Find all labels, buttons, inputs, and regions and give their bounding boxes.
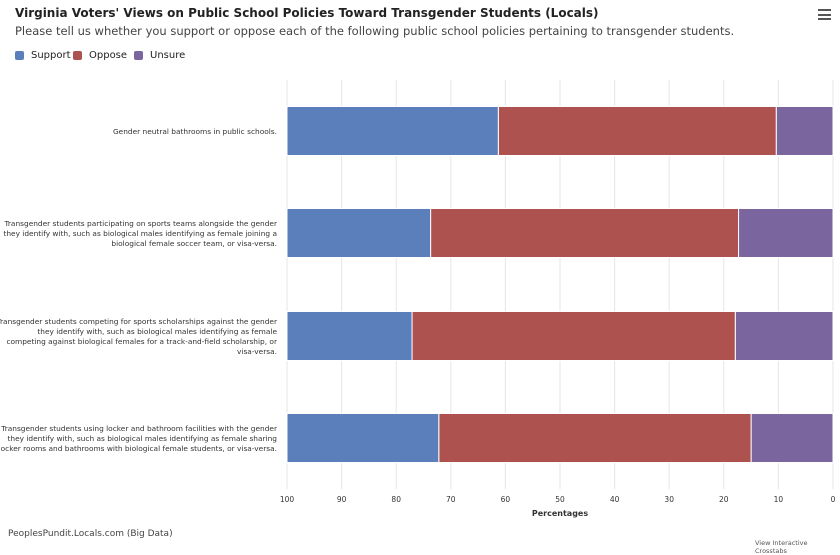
x-tick-label: 70 bbox=[446, 495, 456, 504]
legend-item-oppose[interactable]: Oppose bbox=[73, 50, 127, 61]
category-label: they identify with, such as biological m… bbox=[37, 327, 277, 336]
x-tick-label: 90 bbox=[337, 495, 347, 504]
category-label: they identify with, such as biological m… bbox=[8, 434, 278, 443]
category-label: competing against biological females for… bbox=[6, 337, 278, 346]
bar-oppose bbox=[411, 311, 736, 361]
legend-swatch-oppose bbox=[73, 51, 82, 60]
hamburger-menu-icon[interactable] bbox=[818, 9, 831, 20]
bar-oppose bbox=[430, 208, 740, 258]
bar-group bbox=[286, 106, 834, 463]
legend-item-support[interactable]: Support bbox=[15, 50, 71, 61]
category-label: they identify with, such as biological m… bbox=[3, 229, 277, 238]
legend-label-support: Support bbox=[31, 50, 71, 61]
x-tick-label: 10 bbox=[774, 495, 784, 504]
category-label: Transgender students using locker and ba… bbox=[0, 424, 278, 433]
menu-line bbox=[818, 13, 831, 16]
legend-label-oppose: Oppose bbox=[89, 50, 128, 61]
x-axis-ticks: 100 90 80 70 60 50 40 30 20 10 0 bbox=[280, 495, 836, 504]
bar-support bbox=[286, 208, 432, 258]
category-label: biological female soccer team, or visa-v… bbox=[111, 239, 277, 248]
x-tick-label: 50 bbox=[555, 495, 565, 504]
bar-oppose bbox=[497, 106, 777, 156]
bar-unsure bbox=[738, 208, 834, 258]
bar-oppose bbox=[438, 413, 752, 463]
bar-support bbox=[286, 106, 499, 156]
bar-support bbox=[286, 311, 413, 361]
x-tick-label: 20 bbox=[719, 495, 729, 504]
bar-unsure bbox=[734, 311, 834, 361]
category-label: Gender neutral bathrooms in public schoo… bbox=[113, 127, 277, 136]
legend-swatch-unsure bbox=[134, 51, 143, 60]
chart-title: Virginia Voters' Views on Public School … bbox=[15, 6, 599, 20]
source-credit: PeoplesPundit.Locals.com (Big Data) bbox=[8, 529, 173, 539]
x-tick-label: 30 bbox=[664, 495, 674, 504]
x-tick-label: 100 bbox=[280, 495, 295, 504]
category-label: visa-versa. bbox=[237, 347, 277, 356]
legend-swatch-support bbox=[15, 51, 24, 60]
x-tick-label: 60 bbox=[501, 495, 511, 504]
bar-unsure bbox=[750, 413, 834, 463]
view-crosstabs-link[interactable]: View Interactive Crosstabs bbox=[755, 539, 808, 555]
x-tick-label: 40 bbox=[610, 495, 620, 504]
bar-unsure bbox=[775, 106, 834, 156]
menu-line bbox=[818, 18, 831, 20]
x-tick-label: 0 bbox=[831, 495, 836, 504]
category-label: Transgender students participating on sp… bbox=[3, 219, 277, 228]
bar-support bbox=[286, 413, 440, 463]
category-label: locker rooms and bathrooms with biologic… bbox=[0, 444, 277, 453]
category-label: Transgender students competing for sport… bbox=[0, 317, 278, 326]
legend-item-unsure[interactable]: Unsure bbox=[134, 50, 185, 61]
chart-subtitle: Please tell us whether you support or op… bbox=[15, 24, 735, 38]
legend-label-unsure: Unsure bbox=[150, 50, 186, 61]
category-labels: Gender neutral bathrooms in public schoo… bbox=[0, 127, 278, 453]
x-tick-label: 80 bbox=[391, 495, 401, 504]
x-axis-title: Percentages bbox=[532, 509, 588, 518]
menu-line bbox=[818, 9, 831, 11]
